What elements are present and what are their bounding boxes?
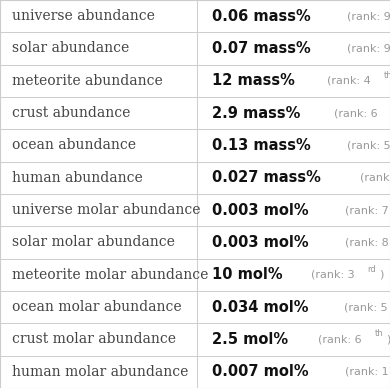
Text: 0.007 mol%: 0.007 mol% [212,364,308,379]
Text: ocean abundance: ocean abundance [12,139,136,152]
Text: rd: rd [367,265,376,274]
Text: 2.5 mol%: 2.5 mol% [212,332,288,347]
Text: 0.003 mol%: 0.003 mol% [212,235,308,250]
Text: 0.06 mass%: 0.06 mass% [212,9,311,24]
Text: solar abundance: solar abundance [12,42,129,55]
Text: 0.027 mass%: 0.027 mass% [212,170,321,185]
Text: (rank: 3: (rank: 3 [311,270,355,280]
Text: meteorite molar abundance: meteorite molar abundance [12,268,208,282]
Text: (rank: 9: (rank: 9 [347,43,390,54]
Text: universe molar abundance: universe molar abundance [12,203,200,217]
Text: (rank: 6: (rank: 6 [334,108,378,118]
Text: 0.07 mass%: 0.07 mass% [212,41,311,56]
Text: 0.003 mol%: 0.003 mol% [212,203,308,218]
Text: crust molar abundance: crust molar abundance [12,333,176,346]
Text: 12 mass%: 12 mass% [212,73,295,88]
Text: (rank: 7: (rank: 7 [345,205,388,215]
Text: (rank: 6: (rank: 6 [318,334,362,345]
Text: universe abundance: universe abundance [12,9,155,23]
Text: ): ) [379,270,383,280]
Text: th: th [374,329,383,338]
Text: crust abundance: crust abundance [12,106,130,120]
Text: human abundance: human abundance [12,171,143,185]
Text: (rank: 11: (rank: 11 [360,173,390,183]
Text: (rank: 5: (rank: 5 [344,302,388,312]
Text: (rank: 5: (rank: 5 [347,140,390,151]
Text: (rank: 8: (rank: 8 [345,237,388,248]
Text: meteorite abundance: meteorite abundance [12,74,163,88]
Text: 2.9 mass%: 2.9 mass% [212,106,300,121]
Text: 0.034 mol%: 0.034 mol% [212,300,308,315]
Text: human molar abundance: human molar abundance [12,365,188,379]
Text: 10 mol%: 10 mol% [212,267,283,282]
Text: solar molar abundance: solar molar abundance [12,236,175,249]
Text: (rank: 4: (rank: 4 [327,76,370,86]
Text: ): ) [386,334,390,345]
Text: (rank: 9: (rank: 9 [347,11,390,21]
Text: (rank: 11: (rank: 11 [345,367,390,377]
Text: 0.13 mass%: 0.13 mass% [212,138,311,153]
Text: ocean molar abundance: ocean molar abundance [12,300,182,314]
Text: th: th [383,71,390,80]
